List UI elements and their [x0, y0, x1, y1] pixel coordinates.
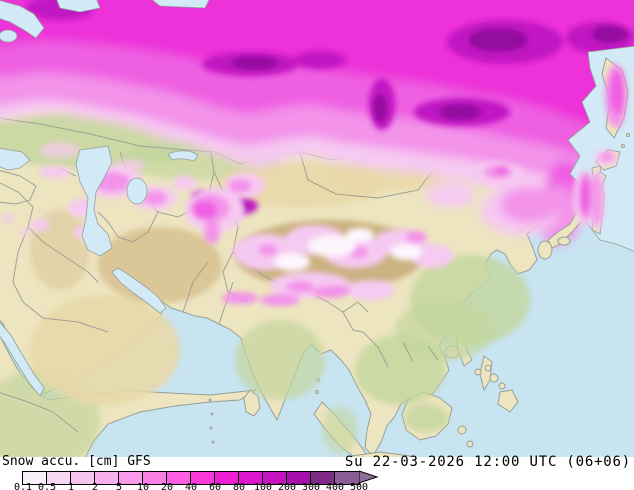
colorbar	[22, 471, 360, 485]
colorbar-cell	[263, 472, 287, 484]
colorbar-cell	[215, 472, 239, 484]
map-sea-white	[0, 0, 45, 39]
map-fareast-snow	[573, 64, 627, 230]
colorbar-cell	[335, 472, 359, 484]
colorbar-cell	[239, 472, 263, 484]
colorbar-cell	[23, 472, 47, 484]
map-snow-dark-cores	[26, 0, 634, 215]
colorbar-cell	[311, 472, 335, 484]
map-island-srilanka	[243, 389, 261, 417]
map-sea-black	[0, 147, 31, 171]
colorbar-cell	[287, 472, 311, 484]
legend-title: Snow accu. [cm] GFS	[2, 454, 151, 469]
map-sea-red	[0, 321, 45, 397]
map-persian-gulf	[111, 267, 167, 314]
legend-bar: Snow accu. [cm] GFS Su 22-03-2026 12:00 …	[0, 454, 634, 490]
snow-map-svg	[0, 0, 634, 457]
colorbar-cell	[167, 472, 191, 484]
map-island-kyushu	[537, 240, 553, 260]
colorbar-cell	[143, 472, 167, 484]
map-area	[0, 0, 634, 457]
legend-timestamp: Su 22-03-2026 12:00 UTC (06+06)	[344, 454, 631, 470]
colorbar-cell	[95, 472, 119, 484]
colorbar-cell	[71, 472, 95, 484]
map-sea-aral	[126, 177, 148, 205]
colorbar-cell	[191, 472, 215, 484]
map-snow-patches	[2, 142, 523, 306]
map-island-java	[351, 451, 411, 457]
map-island-mindanao	[497, 389, 519, 413]
colorbar-cell	[47, 472, 71, 484]
map-island-shikoku	[557, 236, 571, 246]
colorbar-cell	[119, 472, 143, 484]
map-sea-caspian	[75, 145, 113, 257]
colorbar-arrow-icon	[359, 470, 379, 484]
map-lake-balkhash	[167, 150, 199, 162]
